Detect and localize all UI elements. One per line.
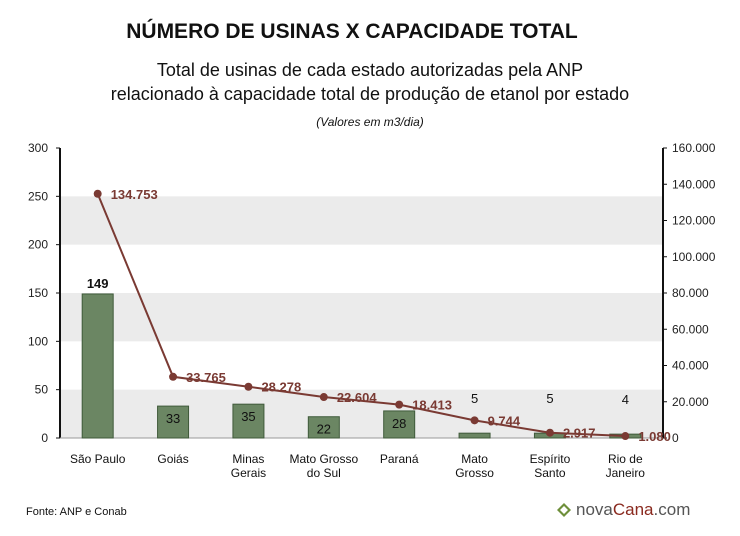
left-tick-label: 150: [28, 286, 48, 300]
category-label: do Sul: [307, 466, 341, 480]
bar-value-label: 5: [471, 391, 478, 406]
bar-value-label: 35: [241, 409, 255, 424]
category-label: São Paulo: [70, 452, 126, 466]
source-note: Fonte: ANP e Conab: [26, 506, 127, 518]
capacity-point: [319, 393, 328, 402]
category-label: Paraná: [380, 452, 419, 466]
left-tick-label: 300: [28, 141, 48, 155]
right-tick-label: 80.000: [672, 286, 709, 300]
capacity-value-label: 33.765: [186, 370, 226, 385]
category-label: Espírito: [530, 452, 571, 466]
bar-value-label: 4: [622, 392, 629, 407]
capacity-value-label: 22.604: [337, 390, 378, 405]
capacity-value-label: 2.917: [563, 426, 596, 441]
category-label: Janeiro: [606, 466, 646, 480]
bar-value-label: 33: [166, 411, 180, 426]
units-note: (Valores em m3/dia): [316, 115, 424, 129]
right-tick-label: 60.000: [672, 322, 709, 336]
right-tick-label: 140.000: [672, 177, 716, 191]
capacity-line: [96, 193, 626, 438]
logo-text-post: .com: [653, 500, 691, 519]
left-tick-label: 100: [28, 334, 48, 348]
capacity-point: [93, 189, 102, 198]
bar-value-label: 149: [87, 276, 109, 291]
bar: [458, 432, 491, 439]
grid-band: [60, 196, 663, 245]
logo-diamond-icon: [557, 503, 571, 517]
category-label: Santo: [534, 466, 566, 480]
left-tick-label: 0: [41, 431, 48, 445]
capacity-point: [244, 382, 253, 391]
right-tick-label: 160.000: [672, 141, 716, 155]
bar-value-label: 5: [546, 391, 553, 406]
chart-subtitle-line-1: Total de usinas de cada estado autorizad…: [156, 60, 584, 80]
bar-value-label: 22: [317, 422, 331, 437]
right-tick-label: 20.000: [672, 395, 709, 409]
capacity-point: [470, 416, 479, 425]
capacity-point: [621, 432, 630, 441]
right-tick-label: 100.000: [672, 250, 716, 264]
bar: [81, 293, 114, 439]
left-tick-label: 50: [35, 383, 49, 397]
right-tick-label: 0: [672, 431, 679, 445]
capacity-value-label: 134.753: [111, 187, 158, 202]
right-tick-label: 40.000: [672, 359, 709, 373]
chart-subtitle-line-2: relacionado à capacidade total de produç…: [110, 84, 630, 104]
brand-logo: nova Cana .com: [556, 500, 690, 520]
grid-band: [60, 293, 663, 342]
category-label: Mato: [461, 452, 488, 466]
capacity-value-label: 18.413: [412, 398, 452, 413]
bar: [232, 403, 265, 439]
capacity-value-label: 9.744: [488, 413, 521, 428]
capacity-point: [545, 428, 554, 437]
category-label: Rio de: [608, 452, 643, 466]
category-label: Goiás: [157, 452, 188, 466]
left-tick-label: 200: [28, 238, 48, 252]
bar-value-label: 28: [392, 416, 406, 431]
bar: [307, 416, 340, 439]
capacity-value-label: 1.080: [638, 429, 671, 444]
capacity-point: [169, 372, 178, 381]
category-label: Gerais: [231, 466, 266, 480]
category-label: Minas: [232, 452, 264, 466]
left-tick-label: 250: [28, 189, 48, 203]
logo-text-pre: nova: [576, 500, 613, 519]
bar: [383, 410, 416, 439]
logo-text-accent: Cana: [612, 500, 654, 519]
chart-title: NÚMERO DE USINAS X CAPACIDADE TOTAL: [126, 20, 578, 43]
capacity-value-label: 28.278: [261, 380, 301, 395]
capacity-point: [395, 400, 404, 409]
right-tick-label: 120.000: [672, 214, 716, 228]
bar: [157, 405, 190, 439]
category-label: Grosso: [455, 466, 494, 480]
category-label: Mato Grosso: [289, 452, 358, 466]
